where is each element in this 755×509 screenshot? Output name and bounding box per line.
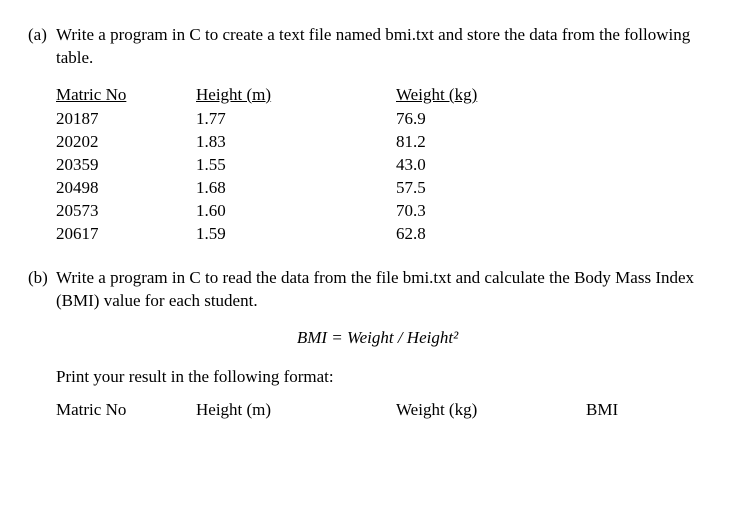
cell-matric: 20187 — [56, 108, 196, 131]
cell-weight: 62.8 — [396, 223, 556, 246]
th-height: Height (m) — [196, 84, 396, 108]
part-b-question: (b) Write a program in C to read the dat… — [28, 267, 727, 313]
table-row: 20202 1.83 81.2 — [56, 131, 556, 154]
cell-weight: 57.5 — [396, 177, 556, 200]
result-col-bmi: BMI — [586, 399, 666, 422]
result-col-height: Height (m) — [196, 399, 396, 422]
cell-height: 1.68 — [196, 177, 396, 200]
result-col-weight: Weight (kg) — [396, 399, 586, 422]
part-b-text: Write a program in C to read the data fr… — [56, 267, 727, 313]
bmi-formula: BMI = Weight / Height² — [28, 327, 727, 350]
cell-weight: 43.0 — [396, 154, 556, 177]
result-col-matric: Matric No — [56, 399, 196, 422]
table-row: 20187 1.77 76.9 — [56, 108, 556, 131]
cell-matric: 20617 — [56, 223, 196, 246]
cell-height: 1.55 — [196, 154, 396, 177]
cell-weight: 70.3 — [396, 200, 556, 223]
table-row: 20359 1.55 43.0 — [56, 154, 556, 177]
table-row: 20617 1.59 62.8 — [56, 223, 556, 246]
cell-matric: 20573 — [56, 200, 196, 223]
data-table: Matric No Height (m) Weight (kg) 20187 1… — [56, 84, 556, 246]
cell-height: 1.83 — [196, 131, 396, 154]
cell-weight: 76.9 — [396, 108, 556, 131]
table-row: 20573 1.60 70.3 — [56, 200, 556, 223]
part-b-label: (b) — [28, 267, 56, 313]
table-header-row: Matric No Height (m) Weight (kg) — [56, 84, 556, 108]
part-a-text: Write a program in C to create a text fi… — [56, 24, 727, 70]
th-matric: Matric No — [56, 84, 196, 108]
th-weight: Weight (kg) — [396, 84, 556, 108]
part-a-question: (a) Write a program in C to create a tex… — [28, 24, 727, 70]
part-a-label: (a) — [28, 24, 56, 70]
cell-matric: 20359 — [56, 154, 196, 177]
cell-height: 1.77 — [196, 108, 396, 131]
cell-weight: 81.2 — [396, 131, 556, 154]
table-row: 20498 1.68 57.5 — [56, 177, 556, 200]
print-instruction: Print your result in the following forma… — [56, 366, 727, 389]
cell-height: 1.59 — [196, 223, 396, 246]
cell-matric: 20498 — [56, 177, 196, 200]
cell-matric: 20202 — [56, 131, 196, 154]
cell-height: 1.60 — [196, 200, 396, 223]
result-format-row: Matric No Height (m) Weight (kg) BMI — [56, 399, 727, 422]
